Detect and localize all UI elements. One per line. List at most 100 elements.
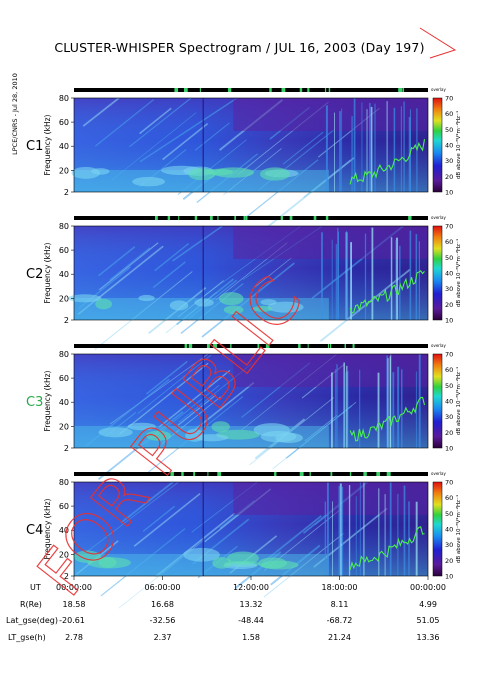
low-frequency-patch [260,299,277,306]
status-label: overlay [431,471,446,476]
colorbar-tick-label: 30 [445,157,453,165]
satellite-label: C3 [26,395,43,410]
colorbar-tick-label: 50 [445,254,453,262]
status-label: overlay [431,87,446,92]
y-axis-label: Frequency (kHz) [43,242,52,303]
status-mark [274,472,276,476]
emission-streak [120,481,174,524]
status-mark [193,472,196,476]
emission-streak [118,362,209,435]
emission-streak [282,131,324,165]
colorbar-tick-label: 70 [445,95,453,103]
y-tick-label: 40 [59,142,69,151]
emission-streak [177,280,224,318]
low-frequency-patch [219,292,244,306]
emission-streak [263,533,344,598]
emission-streak [109,247,151,281]
x-value-ut: 12:00:00 [233,583,269,592]
status-strip [74,472,428,476]
status-mark [210,216,213,220]
status-mark [307,88,310,92]
emission-streak [172,225,223,262]
colorbar-tick-label: 60 [445,110,453,118]
low-frequency-patch [132,176,165,187]
colorbar-tick-label: 30 [445,541,453,549]
emission-streak [152,261,186,289]
x-value-lt: 1.58 [242,633,260,642]
low-frequency-patch [259,167,290,181]
y-tick-label: 20 [59,422,69,431]
plasma-trace [349,526,425,571]
x-value-lt: 21.24 [328,633,351,642]
status-mark [174,88,179,92]
low-frequency-patch [194,298,214,307]
emission-streak [158,369,231,428]
status-mark [217,472,222,476]
panel-c1: overlay 80 60 40 20 2 Frequency (kHz)C1 70 60 50 4… [26,87,462,231]
status-mark [181,472,184,476]
x-row-label: Lat_gse(deg) [6,616,58,625]
emission-streak [177,139,247,195]
low-frequency-patch [211,421,230,433]
status-mark [230,344,232,348]
y-tick-label: 80 [59,478,69,487]
colorbar [432,353,443,449]
emission-streak [196,153,258,203]
colorbar-tick-label: 40 [445,398,453,406]
colorbar-tick-label: 20 [445,429,453,437]
status-label: overlay [431,343,446,348]
x-value-lat: -48.44 [238,616,264,625]
y-tick-label: 60 [59,374,69,383]
status-mark [363,472,367,476]
y-tick-label: 80 [59,222,69,231]
emission-streak [85,378,170,447]
x-value-r: 18.58 [63,600,86,609]
y-axis-label: Frequency (kHz) [43,498,52,559]
panel-frame [73,353,429,449]
status-mark [313,216,317,220]
low-frequency-patch [260,560,299,570]
satellite-label: C4 [26,523,43,538]
colorbar [432,481,443,577]
status-mark [185,344,188,348]
low-frequency-patch [138,294,155,302]
status-label: overlay [431,215,446,220]
low-frequency-patch [169,300,189,311]
status-mark [245,216,248,220]
y-tick-label: 2 [64,444,69,453]
colorbar-tick-label: 20 [445,173,453,181]
status-strip [74,88,428,92]
y-axis-label: Frequency (kHz) [43,370,52,431]
emission-streak [142,505,175,532]
low-frequency-patch [226,551,259,565]
low-frequency-patch [98,556,117,568]
emission-streak [162,122,209,161]
status-mark [344,344,347,348]
colorbar-tick-label: 10 [445,445,453,453]
colorbar-tick-label: 60 [445,366,453,374]
emission-streak [82,97,120,127]
x-value-r: 4.99 [419,600,437,609]
emission-streak [285,405,353,459]
status-strip [74,216,428,220]
y-tick-label: 40 [59,398,69,407]
status-mark [185,88,188,92]
x-value-ut: 00:00:00 [410,583,446,592]
low-frequency-patch [183,547,220,562]
status-mark [330,472,333,476]
colorbar-tick-label: 70 [445,223,453,231]
status-mark [408,216,412,220]
emission-streak [95,99,155,147]
x-row-label: UT [30,583,41,592]
plasma-trace [349,396,426,442]
x-value-lat: -68.72 [327,616,353,625]
status-mark [269,88,272,92]
low-frequency-patch [188,168,216,181]
status-mark [327,344,329,348]
low-frequency-patch [127,422,156,431]
emission-streak [177,394,217,426]
emission-streak [98,246,136,277]
colorbar-tick-label: 40 [445,142,453,150]
y-tick-label: 40 [59,270,69,279]
panel-c4: overlay 80 60 40 20 2 Frequency (kHz)C4 70 60 50 4… [26,471,462,609]
